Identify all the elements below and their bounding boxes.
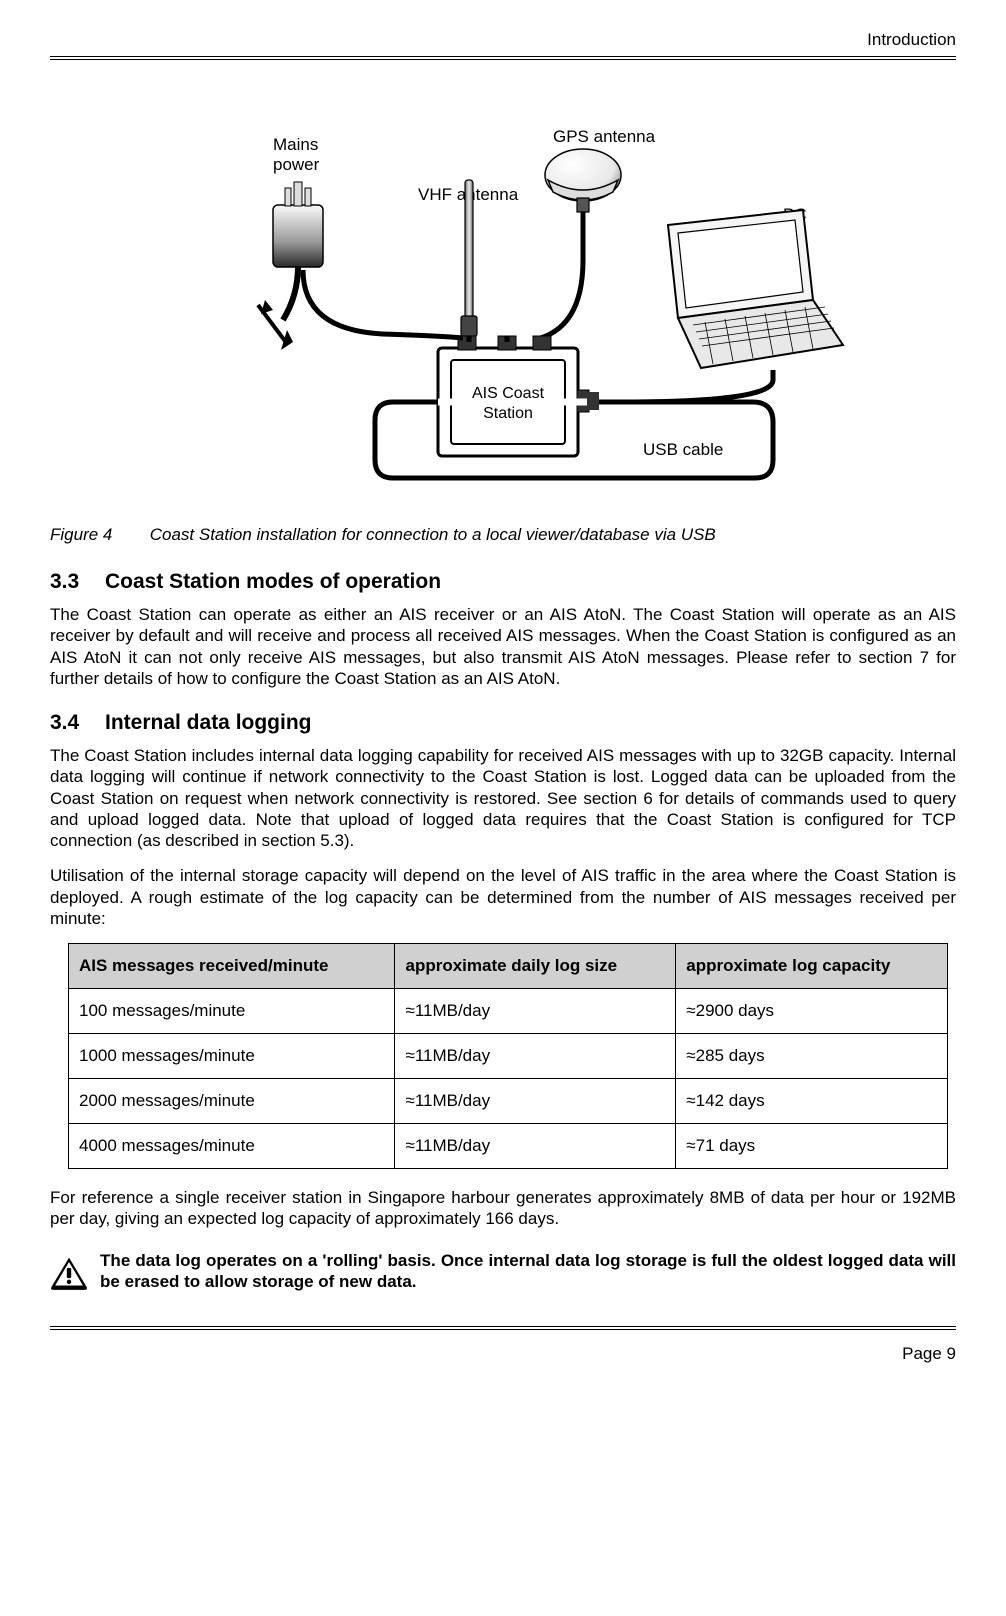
header-section: Introduction <box>50 30 956 57</box>
warning-block: The data log operates on a 'rolling' bas… <box>50 1250 956 1296</box>
warning-icon <box>50 1250 88 1296</box>
table-row: 1000 messages/minute ≈11MB/day ≈285 days <box>69 1034 948 1079</box>
table-row: 100 messages/minute ≈11MB/day ≈2900 days <box>69 989 948 1034</box>
col-header-1: approximate daily log size <box>395 944 676 989</box>
para-3-4-1: The Coast Station includes internal data… <box>50 745 956 851</box>
svg-text:Station: Station <box>483 405 533 422</box>
para-3-4-2: Utilisation of the internal storage capa… <box>50 865 956 929</box>
heading-3-4: 3.4Internal data logging <box>50 711 956 735</box>
table-row: 2000 messages/minute ≈11MB/day ≈142 days <box>69 1079 948 1124</box>
figure-number: Figure 4 <box>50 525 145 545</box>
col-header-2: approximate log capacity <box>676 944 948 989</box>
footer-rule-1 <box>50 1326 956 1327</box>
col-header-0: AIS messages received/minute <box>69 944 395 989</box>
para-3-3-1: The Coast Station can operate as either … <box>50 604 956 689</box>
warning-text: The data log operates on a 'rolling' bas… <box>100 1250 956 1293</box>
gps-antenna-icon <box>533 149 621 340</box>
ais-coast-station-icon: AIS Coast Station <box>438 336 589 456</box>
page-number: Page 9 <box>50 1344 956 1364</box>
header-rule <box>50 59 956 60</box>
footer-rule-2 <box>50 1329 956 1330</box>
label-mains-power: Mains <box>273 135 318 154</box>
log-capacity-table: AIS messages received/minute approximate… <box>68 943 948 1169</box>
label-gps-antenna: GPS antenna <box>553 127 656 146</box>
laptop-icon <box>668 210 843 368</box>
table-header-row: AIS messages received/minute approximate… <box>69 944 948 989</box>
heading-3-3: 3.3Coast Station modes of operation <box>50 570 956 594</box>
label-usb-cable: USB cable <box>643 440 723 459</box>
mains-cable <box>303 270 463 338</box>
installation-diagram: Mains power VHF antenna GPS antenna PC U… <box>153 120 853 495</box>
table-row: 4000 messages/minute ≈11MB/day ≈71 days <box>69 1124 948 1169</box>
figure-caption: Figure 4 Coast Station installation for … <box>50 525 956 545</box>
mains-plug-icon <box>258 182 323 350</box>
svg-text:power: power <box>273 155 320 174</box>
figure-text: Coast Station installation for connectio… <box>150 525 716 544</box>
para-3-4-3: For reference a single receiver station … <box>50 1187 956 1230</box>
